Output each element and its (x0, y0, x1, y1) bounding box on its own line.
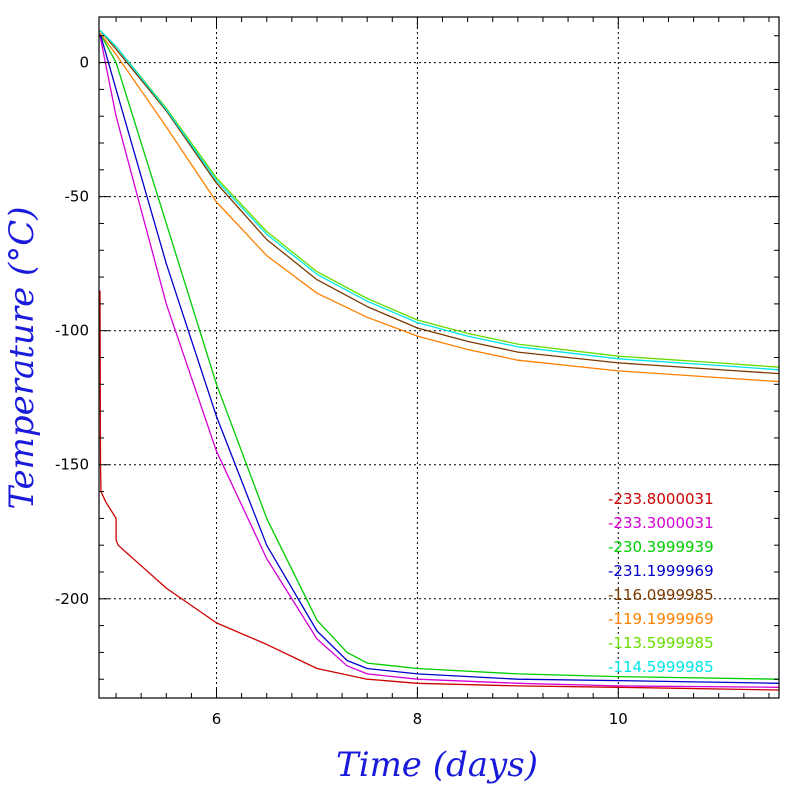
x-tick-label: 6 (212, 710, 222, 728)
legend-entry-2: -230.3999939 (608, 538, 714, 556)
x-axis-title: Time (days) (336, 745, 538, 785)
legend-entry-4: -116.0999985 (608, 586, 714, 604)
series-line-2 (99, 32, 780, 680)
series-line-1 (99, 35, 780, 688)
x-tick-label: 8 (413, 710, 423, 728)
series-line-4 (99, 29, 780, 375)
y-tick-label: -50 (65, 188, 90, 206)
y-tick-label: -100 (55, 322, 89, 340)
ticks: 6 8 10 0 -50 -100 -150 -200 (55, 17, 779, 728)
series-group (99, 29, 780, 691)
series-line-6 (99, 29, 780, 368)
grid (99, 17, 779, 698)
legend-entry-1: -233.3000031 (608, 514, 714, 532)
legend-entry-7: -114.5999985 (608, 658, 714, 676)
y-tick-label: -200 (55, 590, 89, 608)
series-line-0 (99, 290, 780, 691)
y-tick-label: 0 (79, 54, 89, 72)
legend: -233.8000031 -233.3000031 -230.3999939 -231… (608, 490, 714, 676)
x-tick-label: 10 (609, 710, 628, 728)
legend-entry-3: -231.1999969 (608, 562, 714, 580)
y-axis-title: Temperature (°C) (2, 206, 42, 509)
legend-entry-0: -233.8000031 (608, 490, 714, 508)
y-tick-label: -150 (55, 456, 89, 474)
series-line-7 (99, 29, 780, 371)
legend-entry-5: -119.1999969 (608, 610, 714, 628)
legend-entry-6: -113.5999985 (608, 634, 714, 652)
series-line-5 (99, 32, 780, 383)
series-line-3 (99, 32, 780, 684)
